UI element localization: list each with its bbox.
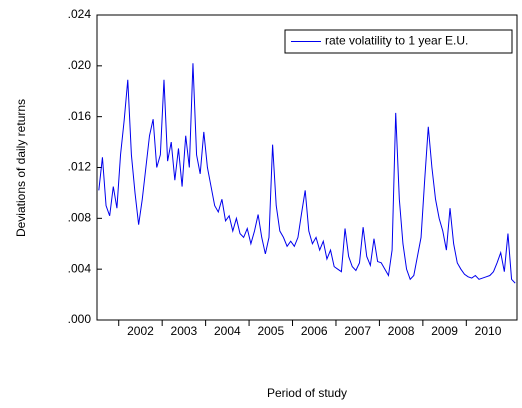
x-tick-label: 2003 (171, 324, 198, 338)
y-tick-label: .008 (68, 211, 92, 225)
x-tick-label: 2005 (257, 324, 284, 338)
data-line (98, 63, 516, 284)
y-tick-label: .000 (68, 312, 92, 326)
x-axis-label: Period of study (267, 386, 347, 400)
x-tick-label: 2002 (127, 324, 154, 338)
x-tick-label: 2007 (344, 324, 371, 338)
legend-box (284, 29, 513, 54)
x-tick-label: 2008 (388, 324, 415, 338)
y-axis-label: Deviations of daily returns (14, 99, 28, 237)
y-tick-label: .004 (68, 261, 92, 275)
x-tick-label: 2009 (431, 324, 458, 338)
y-tick-label: .016 (68, 109, 92, 123)
legend-label: rate volatility to 1 year E.U. (325, 34, 468, 48)
x-tick-label: 2004 (214, 324, 241, 338)
x-tick-label: 2006 (301, 324, 328, 338)
y-tick-label: .012 (68, 160, 92, 174)
x-tick-label: 2010 (475, 324, 502, 338)
y-tick-label: .020 (68, 58, 92, 72)
y-tick-label: .024 (68, 7, 92, 21)
plot-frame (96, 14, 518, 321)
